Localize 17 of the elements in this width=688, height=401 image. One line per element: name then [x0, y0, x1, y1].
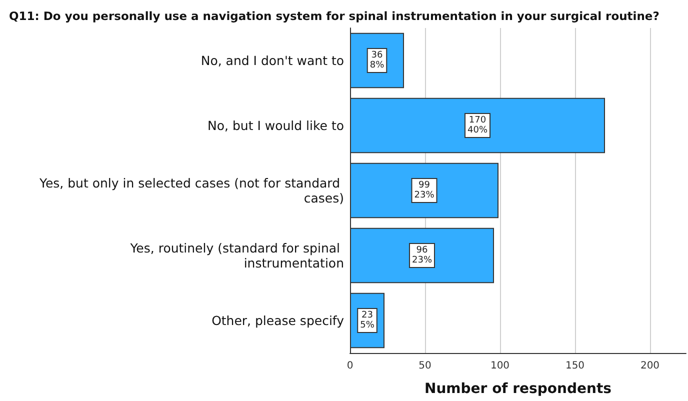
data-label: 96 23% — [412, 246, 432, 266]
x-tick-label: 100 — [490, 360, 510, 372]
x-axis-title: Number of respondents — [424, 381, 612, 397]
y-tick-label: No, but I would like to — [208, 118, 344, 133]
data-label: 99 23% — [414, 180, 435, 200]
y-tick-label: Other, please specify — [212, 313, 345, 328]
data-label: 170 40% — [467, 116, 488, 136]
chart-title: Q11: Do you personally use a navigation system for spinal instrumentation in your surgical routine? — [9, 9, 660, 23]
y-tick-label: Yes, routinely (standard for spinal instrumentation — [129, 240, 344, 270]
x-tick-label: 200 — [640, 360, 660, 372]
x-tick-label: 150 — [565, 360, 585, 372]
data-label: 23 5% — [360, 310, 375, 330]
y-tick-label: Yes, but only in selected cases (not for standard cases) — [38, 176, 344, 206]
x-tick-label: 0 — [346, 360, 354, 372]
x-tick-label: 50 — [418, 360, 432, 372]
y-tick-label: No, and I don't want to — [200, 53, 344, 68]
data-label: 36 8% — [370, 50, 385, 70]
